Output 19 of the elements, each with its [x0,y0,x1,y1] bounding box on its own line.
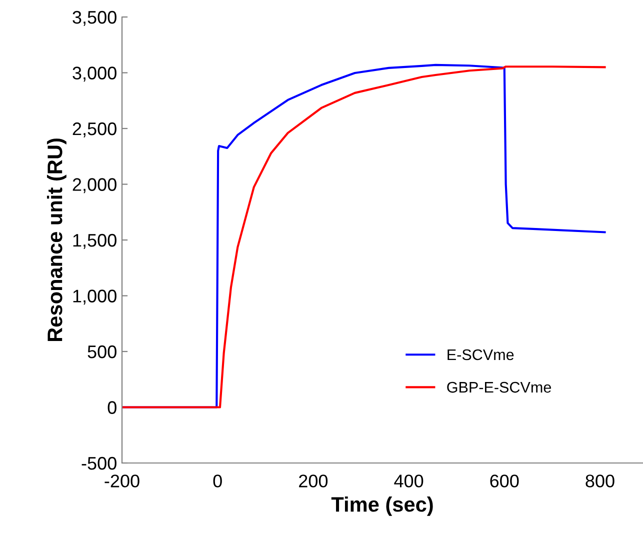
x-tick-label: 800 [586,474,614,488]
y-tick-label: 0 [108,401,116,414]
y-tick-label: 3,500 [72,10,116,26]
y-tick-label: 1,000 [73,290,116,305]
y-tick-label: -500 [82,456,116,470]
y-tick-label: 3,000 [72,66,116,82]
y-tick-label: 2,500 [72,122,116,138]
x-tick-label: 0 [213,474,222,488]
y-tick-label: 500 [88,345,116,358]
x-tick-label: -200 [104,474,140,488]
legend-label: E-SCVme [448,349,514,360]
x-axis-title: Time (sec) [331,496,433,516]
y-tick-label: 1,500 [73,234,116,249]
x-tick-label: 600 [490,474,519,488]
x-tick-label: 400 [394,474,424,488]
y-axis-title: Resonance unit (RU) [46,138,66,342]
legend-label: GBP-E-SCVme [447,382,551,393]
y-tick-label: 2,000 [72,178,116,194]
x-tick-label: 200 [299,474,328,488]
